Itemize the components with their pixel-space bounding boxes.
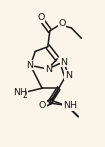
Text: NH: NH [13, 88, 27, 97]
Text: O: O [39, 101, 46, 110]
Text: N: N [65, 71, 72, 80]
Text: NH: NH [63, 101, 77, 110]
Text: 2: 2 [22, 91, 27, 100]
Text: O: O [37, 13, 45, 22]
Text: O: O [58, 19, 66, 29]
Text: N: N [26, 61, 33, 70]
Text: N: N [45, 65, 52, 74]
Text: N: N [60, 58, 67, 67]
